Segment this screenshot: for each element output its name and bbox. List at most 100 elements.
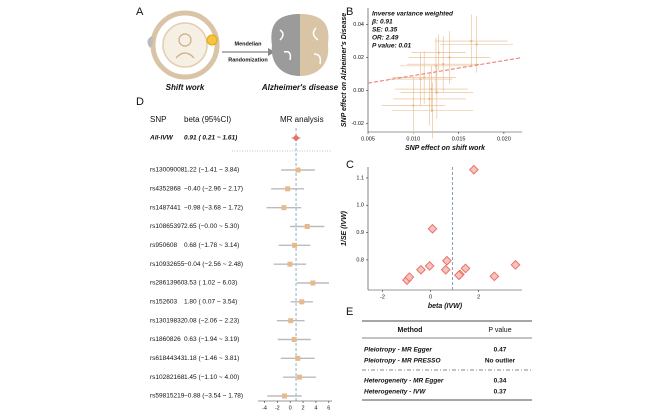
outcome-label: Alzheimer's disease	[261, 83, 339, 92]
table-cell: Pleiotropy - MR PRESSO	[364, 358, 441, 365]
y-axis-label: SNP effect on Alzheimer's Disease	[341, 13, 348, 127]
estimate	[310, 280, 316, 286]
panel-label: E	[346, 306, 353, 318]
snp-label: rs1487441	[150, 204, 181, 211]
x-tick-label: 2	[302, 405, 305, 411]
x-tick-label: 0.020	[497, 136, 511, 142]
point	[422, 76, 426, 79]
table-cell: 0.34	[494, 378, 507, 385]
column-header: beta (95%CI)	[184, 115, 231, 124]
point	[428, 97, 431, 101]
beta-label: −0.40 (−2.96 ~ 2.17)	[184, 186, 243, 193]
table-cell: Heterogeneity - IVW	[364, 389, 426, 396]
x-tick-label: -2	[380, 294, 385, 300]
x-tick-label: -4	[262, 405, 267, 411]
point	[437, 51, 440, 54]
panel-label: C	[346, 159, 354, 171]
snp-label: rs10282168	[150, 374, 185, 381]
annotation: SE: 0.35	[372, 27, 398, 34]
snp-label: rs28613960	[150, 280, 185, 287]
beta-label: −0.04 (−2.56 ~ 2.48)	[184, 261, 243, 268]
point	[510, 259, 521, 270]
y-tick-label: 0.9	[356, 230, 364, 236]
snp-label: rs59815219	[150, 393, 185, 400]
table-header: Method	[398, 327, 423, 334]
point	[412, 104, 415, 107]
point	[404, 272, 415, 283]
snp-label: All-IVW	[149, 135, 174, 142]
x-tick-label: 0.005	[361, 136, 375, 142]
estimate	[287, 261, 293, 267]
beta-label: 0.91 ( 0.21 ~ 1.61)	[184, 135, 237, 142]
point	[454, 270, 464, 281]
point	[441, 63, 445, 66]
y-tick-label: 0.8	[356, 257, 364, 263]
x-tick-label: 4	[314, 405, 317, 411]
beta-label: 0.68 (−1.78 ~ 3.14)	[184, 242, 239, 249]
y-axis-label: 1/SE (IVW)	[341, 210, 348, 246]
estimate	[285, 186, 291, 192]
table-cell: 0.37	[494, 389, 507, 396]
method-label: Mendelian	[235, 41, 263, 47]
estimate	[299, 299, 305, 305]
table-cell: Heterogeneity - MR Egger	[364, 378, 444, 385]
estimate	[288, 318, 294, 324]
estimate	[291, 337, 297, 342]
table-header: P value	[488, 327, 511, 334]
beta-label: 1.22 (−1.41 ~ 3.84)	[184, 167, 239, 174]
x-tick-label: 0	[429, 294, 432, 300]
x-tick-label: 0.010	[406, 136, 420, 142]
point	[419, 77, 422, 81]
column-header: SNP	[150, 115, 166, 124]
snp-label: rs61844343	[150, 355, 185, 362]
snp-label: rs13019832	[150, 317, 185, 324]
annotation: β: 0.91	[371, 19, 393, 26]
exposure-label: Shift work	[166, 83, 205, 92]
y-tick-label: 0.04	[353, 22, 364, 28]
point	[470, 39, 473, 43]
beta-label: 1.45 (−1.10 ~ 4.00)	[184, 374, 239, 381]
beta-label: 0.63 (−1.94 ~ 3.19)	[184, 336, 239, 343]
mr-arrow	[222, 48, 275, 56]
x-axis-label: beta (IVW)	[428, 303, 463, 310]
panel-label: B	[346, 6, 353, 18]
point	[430, 87, 433, 91]
snp-label: rs152603	[150, 299, 177, 306]
point	[441, 255, 452, 266]
x-tick-label: 2	[477, 294, 480, 300]
x-tick-label: 0.015	[452, 136, 466, 142]
point	[435, 91, 439, 94]
y-tick-label: 0.00	[353, 88, 364, 94]
point	[424, 260, 435, 271]
snp-label: rs4352868	[150, 186, 181, 193]
estimate	[292, 134, 300, 142]
annotation: Inverse variance weighted	[372, 11, 454, 18]
estimate	[295, 355, 301, 361]
point	[431, 109, 434, 112]
estimate	[282, 393, 288, 399]
annotation: OR: 2.49	[372, 35, 399, 42]
beta-label: 2.65 (−0.00 ~ 5.30)	[184, 223, 239, 230]
point	[434, 64, 438, 68]
estimate	[281, 205, 287, 211]
snp-label: rs950608	[150, 242, 177, 249]
shift-work-icon	[147, 10, 220, 80]
y-tick-label: 0.02	[353, 55, 364, 61]
beta-label: 1.18 (−1.46 ~ 3.81)	[184, 355, 239, 362]
snp-label: rs13009008	[150, 167, 185, 174]
fit-line	[367, 57, 523, 84]
point	[448, 56, 451, 59]
point	[468, 164, 479, 175]
beta-label: −0.98 (−3.68 ~ 1.72)	[184, 204, 243, 211]
panel-label: A	[136, 6, 144, 18]
point	[427, 223, 438, 234]
column-header: MR analysis	[280, 115, 324, 124]
y-tick-label: -0.02	[351, 121, 364, 127]
y-tick-label: 1.0	[356, 203, 364, 209]
brain-icon	[271, 14, 329, 76]
estimate	[292, 242, 298, 248]
table-cell: No outlier	[485, 358, 516, 365]
x-tick-label: -2	[275, 405, 280, 411]
table-cell: Pleiotropy - MR Egger	[364, 347, 432, 354]
